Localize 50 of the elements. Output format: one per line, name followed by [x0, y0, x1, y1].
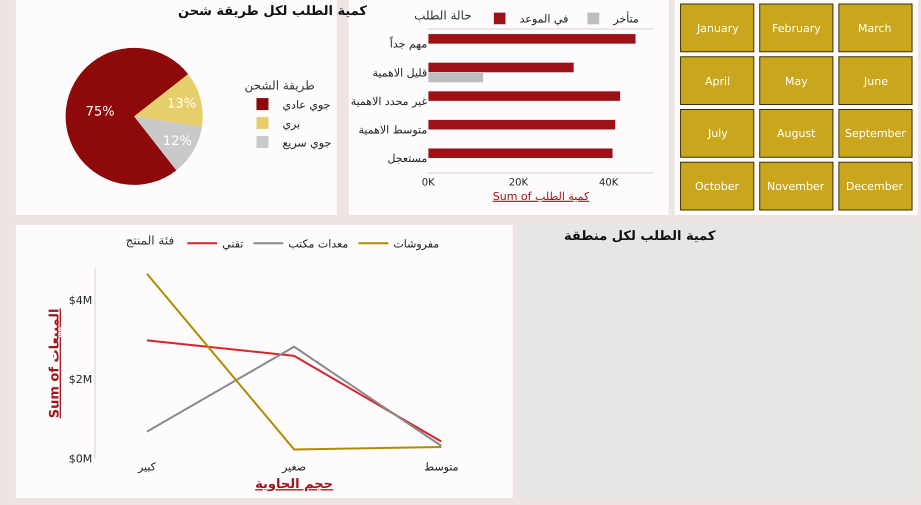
legend-label: متأخر	[612, 10, 639, 26]
x-tick-label: كبير	[136, 460, 157, 474]
y-tick-label: $0M	[68, 452, 92, 466]
text: January	[696, 22, 740, 35]
bar	[428, 34, 636, 44]
text: October	[695, 180, 740, 193]
x-tick-label: متوسط	[424, 460, 459, 474]
pie-slice	[134, 116, 202, 170]
text: September	[845, 127, 906, 140]
x-axis-title: Sum of كمية الطلب	[492, 190, 590, 203]
legend-label: جوي سريع	[282, 136, 332, 150]
x-axis-title: حجم الحاوية	[255, 477, 334, 492]
text: July	[707, 127, 728, 140]
x-tick-label: 40K	[599, 178, 619, 189]
text: November	[767, 180, 825, 193]
text: February	[772, 22, 822, 35]
y-axis-title: Sum of المبيعات	[48, 308, 63, 418]
y-tick-label: $2M	[68, 373, 92, 386]
legend-label: بري	[282, 117, 300, 130]
legend-label: في الموعد	[520, 12, 568, 26]
chart-title: كمية الطلب لكل طريقة شحن	[178, 4, 368, 19]
text: June	[863, 75, 888, 88]
legend-label: جوي عادي	[282, 98, 330, 112]
y-tick-label: متوسط الاهمية	[358, 124, 428, 137]
y-tick-label: مستعجل	[387, 152, 428, 166]
legend-title: فئة المنتج	[126, 233, 174, 248]
legend-label: تقني	[222, 238, 244, 251]
bar	[428, 119, 616, 130]
text: May	[785, 75, 808, 88]
y-tick-label: غير محدد الاهمية	[350, 94, 428, 108]
text: August	[777, 127, 816, 140]
data-label: 75%	[86, 104, 115, 120]
bar	[428, 148, 613, 159]
y-tick-label: مهم جداً	[390, 35, 428, 51]
data-label: 13%	[167, 96, 196, 112]
text: April	[705, 75, 730, 88]
x-tick-label: صغير	[281, 460, 306, 474]
y-tick-label: $4M	[68, 294, 92, 307]
legend-title: حالة الطلب	[414, 8, 472, 23]
x-tick-label: 0K	[422, 178, 436, 189]
text: March	[858, 22, 892, 35]
pie-slice	[134, 74, 203, 127]
legend-title: طريقة الشحن	[244, 78, 315, 93]
x-tick-label: 20K	[508, 178, 529, 189]
y-tick-label: قليل الاهمية	[372, 66, 428, 80]
text: كمية الطلب لكل منطقة	[564, 229, 716, 244]
bar	[428, 90, 621, 102]
legend-label: مفروشات	[393, 238, 440, 251]
text: December	[846, 180, 904, 193]
legend-label: معدات مكتب	[288, 238, 348, 251]
